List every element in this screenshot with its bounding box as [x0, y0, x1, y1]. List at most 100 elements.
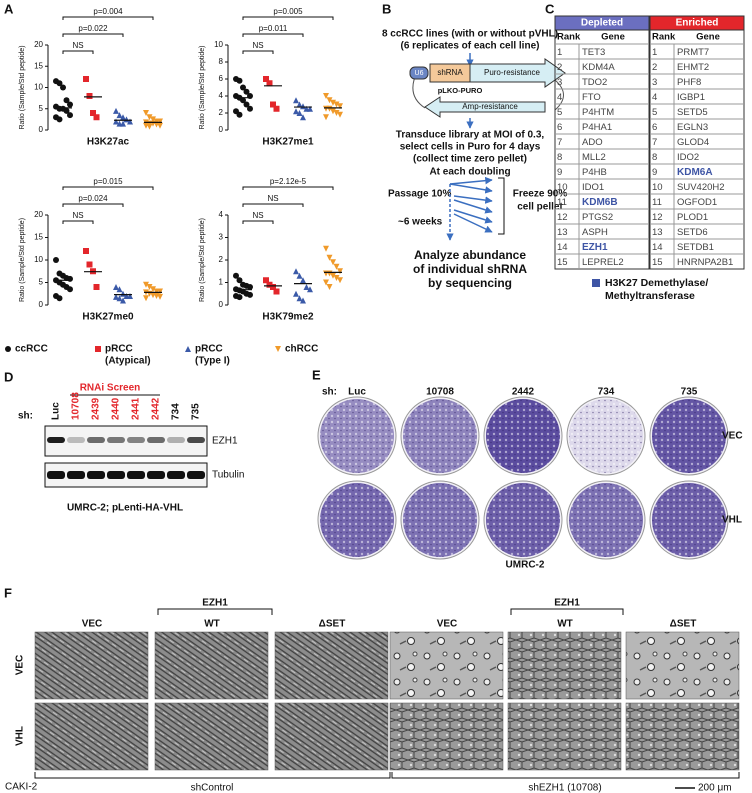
y-tick-label: 20 — [34, 40, 43, 49]
data-point — [56, 80, 63, 87]
gene-cell: P4HB — [582, 167, 607, 178]
plate-column: Luc — [348, 387, 366, 398]
data-point — [63, 107, 70, 114]
plate-row: VEC — [722, 431, 743, 442]
band — [147, 471, 165, 479]
comparison-bracket — [242, 220, 274, 224]
y-tick-label: 15 — [34, 61, 43, 70]
data-point — [150, 116, 156, 123]
blot-frame — [44, 425, 208, 457]
gene-cell: IGBP1 — [677, 92, 705, 103]
rank-cell: 4 — [652, 92, 657, 103]
panel-label: D — [4, 369, 13, 384]
plate-texture — [486, 399, 560, 473]
data-point — [83, 76, 89, 82]
data-point — [157, 293, 163, 300]
data-point — [293, 290, 299, 297]
data-point — [120, 297, 126, 304]
lane-label: 10708 — [71, 392, 82, 420]
lane-label: Luc — [51, 402, 62, 420]
data-point — [323, 93, 329, 99]
x-axis-label: H3K27ac — [87, 137, 130, 148]
legend-label: chRCC — [285, 344, 318, 355]
gene-cell: IDO1 — [582, 182, 604, 193]
data-point — [120, 120, 126, 127]
data-point — [293, 268, 299, 275]
rank-cell: 11 — [652, 197, 662, 208]
diagram-text: pLKO-PURO — [438, 86, 483, 95]
micrograph — [389, 631, 504, 700]
data-point — [330, 259, 336, 266]
gene-cell: SETD6 — [677, 227, 708, 238]
data-point — [273, 288, 280, 295]
lane-label: 2439 — [91, 397, 102, 420]
gene-cell: KDM6A — [677, 167, 713, 178]
data-point — [116, 286, 123, 293]
data-point — [113, 107, 119, 114]
data-point — [323, 245, 329, 252]
legend-label: (Atypical) — [105, 356, 151, 367]
comparison-bracket — [242, 16, 334, 20]
data-point — [56, 295, 63, 302]
data-point — [120, 114, 126, 121]
group-label: shControl — [191, 783, 234, 793]
comparison-label: p=0.015 — [93, 177, 123, 186]
band — [167, 471, 185, 479]
data-point — [296, 295, 303, 302]
column-label: ΔSET — [670, 619, 697, 630]
data-point — [53, 257, 59, 263]
data-point — [323, 279, 329, 286]
plate-texture — [486, 483, 560, 557]
data-point — [236, 77, 243, 84]
comparison-label: p=0.005 — [273, 7, 303, 16]
data-point — [333, 263, 340, 270]
ezh1-label: EZH1 — [554, 598, 580, 609]
lane-label: 734 — [171, 403, 182, 420]
data-point — [326, 284, 333, 290]
gene-cell: PLOD1 — [677, 212, 708, 223]
band — [187, 471, 205, 479]
sh-label: sh: — [322, 387, 337, 398]
plate-column: 10708 — [426, 387, 454, 398]
gene-cell: SUV420H2 — [677, 182, 725, 193]
micrograph — [154, 631, 269, 700]
y-tick-label: 6 — [219, 74, 224, 83]
gene-cell: LEPREL2 — [582, 257, 624, 268]
y-tick-label: 15 — [34, 233, 43, 242]
data-point — [337, 103, 343, 110]
table-legend: Methyltransferase — [605, 290, 695, 302]
rank-cell: 10 — [557, 182, 568, 193]
diagram-text: shRNA — [437, 68, 463, 77]
data-point — [240, 84, 246, 91]
column-label: VEC — [82, 619, 103, 630]
data-point — [243, 101, 250, 108]
data-point — [93, 284, 100, 290]
x-axis-label: H3K79me2 — [262, 312, 314, 323]
band — [47, 471, 65, 479]
column-header: Rank — [557, 32, 581, 43]
legend-label: pRCC — [195, 344, 223, 355]
data-point — [263, 76, 269, 82]
gene-cell: TET3 — [582, 47, 605, 58]
micrograph — [389, 702, 504, 771]
column-header: Gene — [601, 32, 625, 43]
x-axis-label: H3K27me1 — [262, 137, 314, 148]
plate-texture — [320, 483, 394, 557]
legend-label: ccRCC — [15, 344, 48, 355]
data-point — [266, 80, 273, 87]
data-point — [303, 284, 310, 290]
data-point — [300, 277, 306, 284]
group-label: shEZH1 (10708) — [528, 783, 601, 793]
data-point — [307, 286, 313, 293]
comparison-bracket — [242, 203, 304, 207]
micrograph — [274, 702, 389, 771]
micrograph — [34, 631, 149, 700]
column-label: VEC — [437, 619, 458, 630]
y-tick-label: 0 — [219, 300, 224, 309]
gene-cell: KDM6B — [582, 197, 618, 208]
y-tick-label: 4 — [219, 210, 224, 219]
y-axis-label: Ratio (Sample/Std peptide) — [199, 45, 206, 129]
row-label: VHL — [15, 726, 26, 746]
band — [47, 437, 65, 443]
gene-cell: OGFOD1 — [677, 197, 717, 208]
